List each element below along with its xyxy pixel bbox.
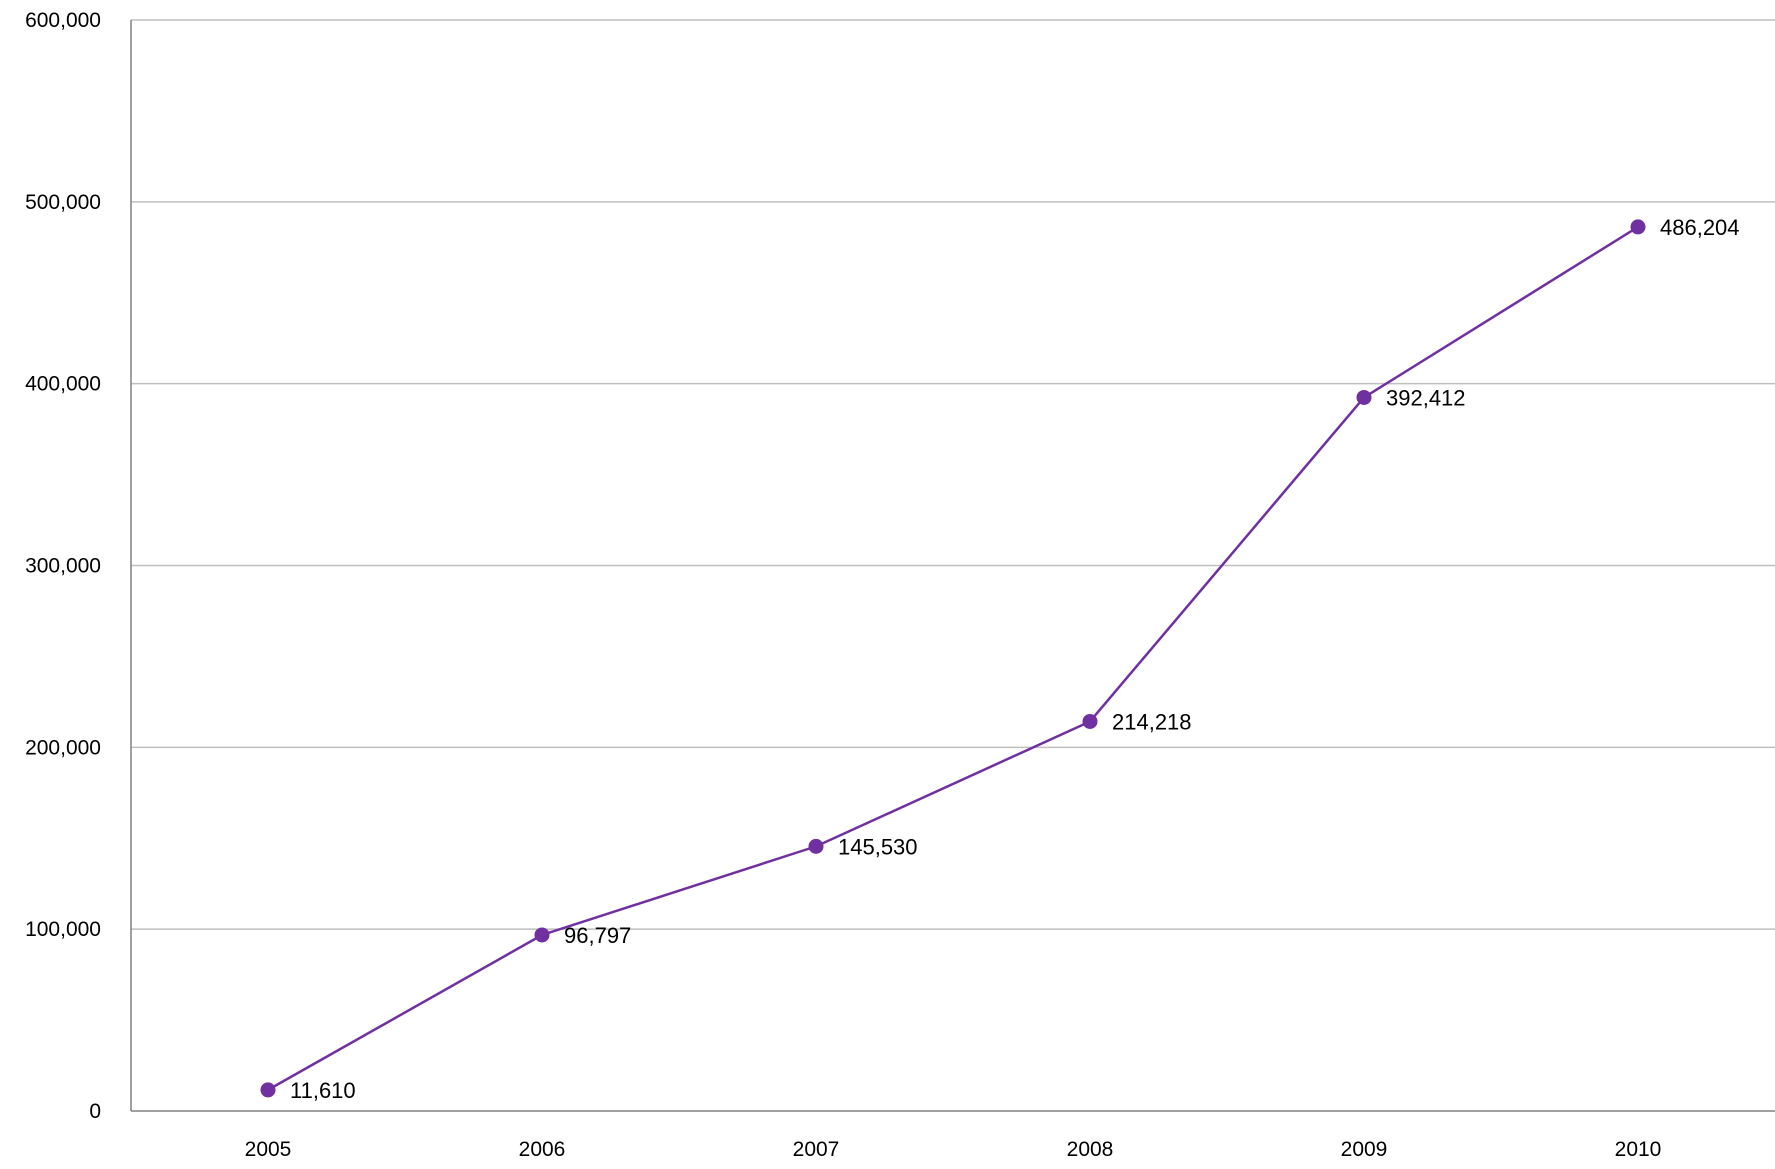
x-tick-label: 2009 <box>1341 1138 1388 1161</box>
x-tick-label: 2005 <box>245 1138 292 1161</box>
y-tick-label: 600,000 <box>25 9 101 32</box>
series-line <box>267 225 1639 1091</box>
x-tick-label: 2008 <box>1067 1138 1114 1161</box>
data-point <box>808 838 824 854</box>
gridlines <box>131 19 1775 930</box>
y-tick-label: 0 <box>89 1100 101 1123</box>
x-tick-label: 2007 <box>793 1138 840 1161</box>
data-label: 392,412 <box>1386 385 1466 410</box>
data-label: 11,610 <box>290 1078 356 1103</box>
data-label: 96,797 <box>564 923 631 948</box>
data-point <box>1082 713 1098 729</box>
y-tick-label: 200,000 <box>25 736 101 759</box>
data-labels: 11,610 96,797 145,530 214,218 392,412 486,204 <box>290 215 1740 1103</box>
y-tick-label: 100,000 <box>25 918 101 941</box>
data-point <box>260 1082 276 1098</box>
data-label: 145,530 <box>838 834 918 859</box>
y-tick-label: 500,000 <box>25 191 101 214</box>
data-point <box>1630 219 1646 235</box>
x-axis-tick-labels: 2005 2006 2007 2008 2009 2010 <box>245 1138 1662 1161</box>
data-point <box>1356 389 1372 405</box>
data-point <box>534 927 550 943</box>
axes <box>130 20 1775 1112</box>
y-tick-label: 400,000 <box>25 373 101 396</box>
data-label: 214,218 <box>1112 709 1192 734</box>
y-tick-label: 300,000 <box>25 555 101 578</box>
x-tick-label: 2006 <box>519 1138 566 1161</box>
series-group <box>260 219 1646 1098</box>
x-tick-label: 2010 <box>1615 1138 1662 1161</box>
y-axis-tick-labels: 0 100,000 200,000 300,000 400,000 500,000 600,… <box>25 9 101 1123</box>
data-label: 486,204 <box>1660 215 1740 240</box>
